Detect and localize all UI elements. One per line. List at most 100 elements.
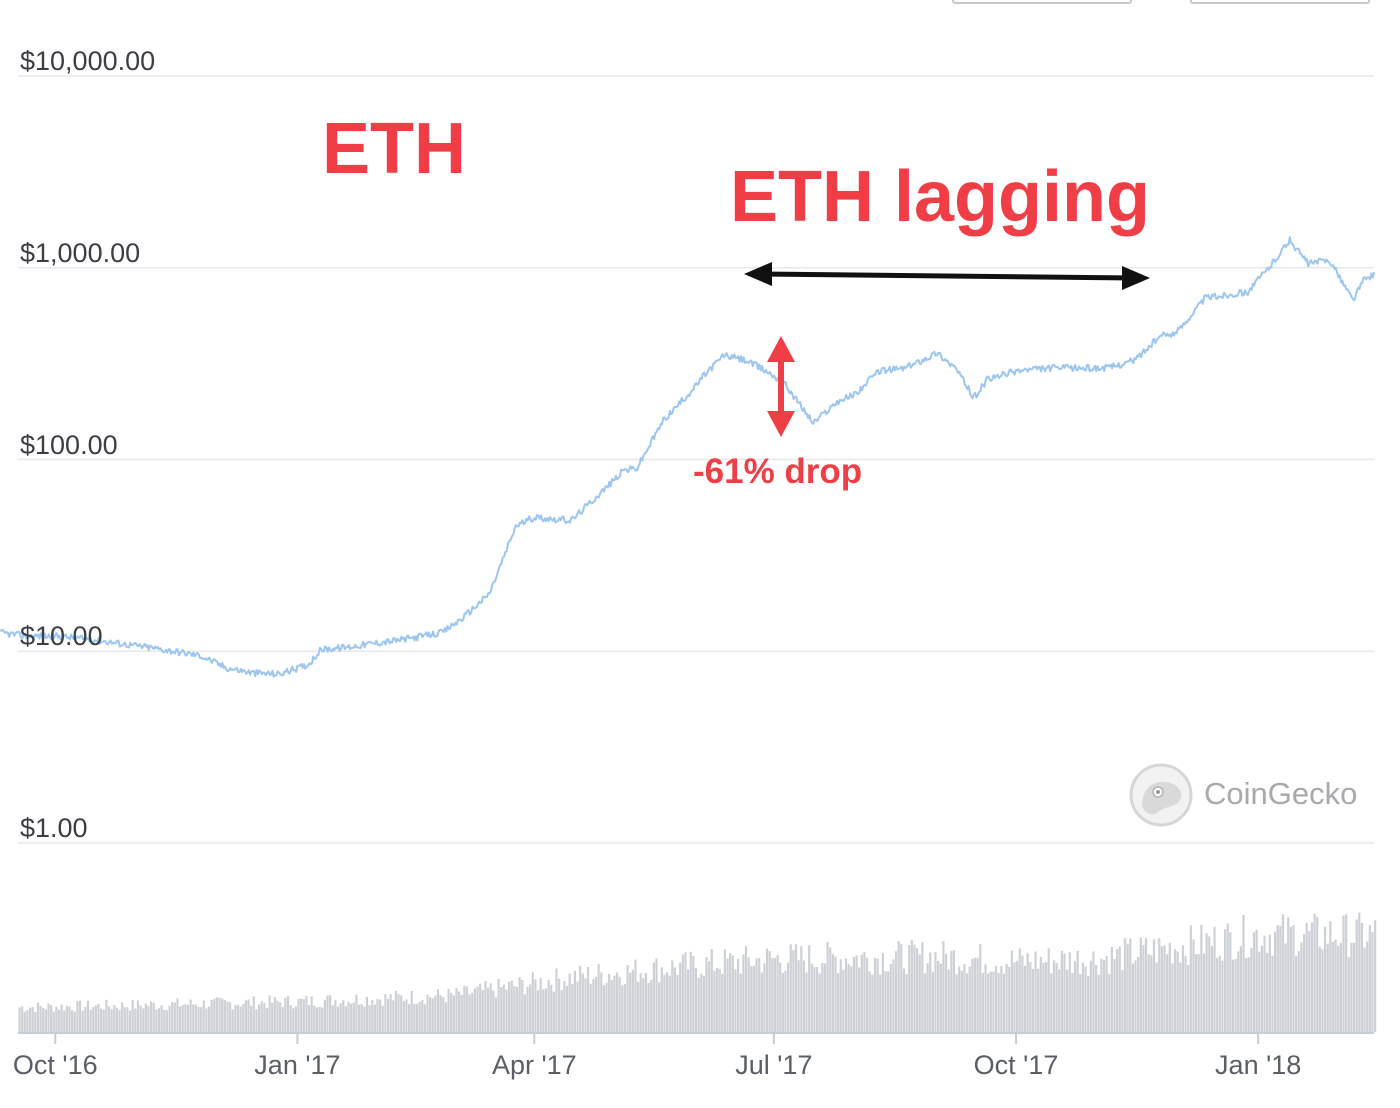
volume-bar xyxy=(281,1007,284,1032)
volume-bar xyxy=(431,998,434,1032)
volume-bar xyxy=(1205,933,1208,1032)
volume-bar xyxy=(1339,942,1342,1032)
volume-bar xyxy=(737,958,740,1032)
volume-bar xyxy=(115,1007,119,1032)
price-line xyxy=(0,236,1375,678)
volume-bar xyxy=(963,964,966,1032)
volume-bar xyxy=(1131,963,1135,1032)
volume-bar xyxy=(173,1002,176,1032)
volume-bar xyxy=(647,983,650,1032)
volume-bar xyxy=(97,1003,100,1032)
volume-bar xyxy=(1002,973,1006,1032)
volume-bar xyxy=(1242,914,1245,1032)
volume-bar xyxy=(110,1008,113,1032)
volume-bar xyxy=(776,955,779,1032)
volume-bar xyxy=(213,998,216,1032)
volume-bar xyxy=(887,971,890,1032)
volume-bar xyxy=(215,997,219,1032)
volume-bar xyxy=(307,1004,311,1032)
volume-bar xyxy=(1187,965,1190,1032)
volume-bar xyxy=(958,966,961,1032)
volume-bar xyxy=(1005,963,1008,1032)
volume-bar xyxy=(439,995,442,1032)
volume-bar xyxy=(484,981,487,1032)
volume-bar xyxy=(802,960,806,1032)
volume-bar xyxy=(758,957,761,1032)
y-tick-label: $1,000.00 xyxy=(20,237,141,268)
volume-bar xyxy=(1016,960,1019,1032)
volume-bar xyxy=(310,996,313,1032)
volume-bar xyxy=(829,947,832,1032)
volume-bar xyxy=(629,972,632,1032)
volume-bar xyxy=(781,972,784,1032)
volume-bar xyxy=(879,974,882,1032)
volume-bar xyxy=(858,967,861,1032)
volume-bar xyxy=(918,954,921,1032)
volume-bar xyxy=(68,1006,71,1032)
volume-bar xyxy=(279,1002,282,1032)
volume-bar xyxy=(318,1006,321,1032)
volume-bar xyxy=(1363,947,1366,1032)
volume-bar xyxy=(134,1008,137,1032)
volume-bar xyxy=(847,964,850,1032)
volume-bar xyxy=(1289,927,1292,1032)
volume-bar xyxy=(1239,946,1242,1032)
volume-bar xyxy=(178,1006,182,1032)
volume-bar xyxy=(502,984,505,1032)
volume-bar xyxy=(1034,951,1037,1032)
volume-bar xyxy=(1031,969,1035,1032)
volume-bar xyxy=(450,992,453,1032)
volume-bar xyxy=(1137,956,1140,1032)
volume-bar xyxy=(950,950,953,1032)
volume-bar xyxy=(197,1006,200,1032)
volume-bar xyxy=(1345,914,1348,1032)
volume-bar xyxy=(1287,917,1290,1032)
volume-bar xyxy=(1073,961,1077,1032)
volume-bar xyxy=(518,977,521,1032)
volume-bar xyxy=(63,1010,66,1032)
volume-bar xyxy=(1216,957,1219,1032)
volume-bar xyxy=(1308,930,1311,1032)
volume-bar xyxy=(210,1000,213,1032)
volume-bar xyxy=(429,997,432,1032)
volume-bar xyxy=(910,939,913,1032)
range-tab-stub[interactable] xyxy=(1190,0,1370,4)
volume-bar xyxy=(697,977,700,1032)
volume-bar xyxy=(526,986,529,1032)
volume-bar xyxy=(723,949,727,1032)
volume-bar xyxy=(239,1006,242,1032)
volume-bar xyxy=(460,994,463,1032)
volume-bar xyxy=(355,994,358,1032)
volume-bar xyxy=(536,990,540,1032)
volume-bar xyxy=(810,963,813,1032)
volume-bar xyxy=(84,1006,87,1032)
volume-bar xyxy=(1010,950,1013,1032)
volume-bar xyxy=(28,1007,32,1032)
volume-bar xyxy=(1255,929,1258,1032)
volume-bar xyxy=(200,1007,203,1032)
volume-bar xyxy=(734,969,737,1032)
range-tab-stub[interactable] xyxy=(952,0,1132,4)
volume-bar xyxy=(808,945,811,1032)
volume-bar xyxy=(255,1009,258,1032)
volume-bar xyxy=(1037,968,1040,1032)
volume-bar xyxy=(405,999,408,1032)
y-tick-label: $10,000.00 xyxy=(20,46,156,76)
volume-bar xyxy=(610,980,613,1032)
volume-bar xyxy=(831,954,834,1032)
volume-bar xyxy=(708,961,711,1032)
volume-bar xyxy=(681,954,684,1032)
volume-bar xyxy=(881,953,884,1032)
volume-bar xyxy=(771,958,774,1032)
volume-bar xyxy=(513,986,516,1032)
volume-bar xyxy=(1129,938,1132,1032)
volume-bar xyxy=(165,1010,169,1032)
volume-bar xyxy=(202,1000,205,1032)
volume-bar xyxy=(1013,962,1016,1032)
volume-bar xyxy=(773,957,777,1032)
volume-bar xyxy=(421,999,424,1032)
volume-bar xyxy=(1066,969,1069,1032)
volume-bar xyxy=(394,990,398,1032)
volume-bar xyxy=(1168,942,1171,1032)
volume-bar xyxy=(273,996,276,1032)
